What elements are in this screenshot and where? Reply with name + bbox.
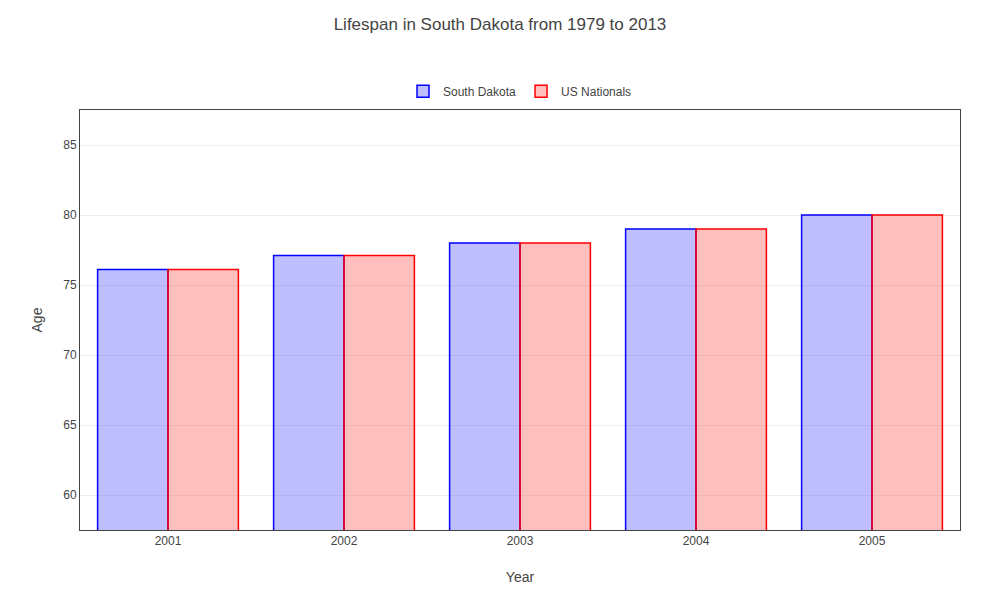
svg-text:2005: 2005	[859, 534, 886, 548]
svg-text:Year: Year	[506, 569, 535, 585]
svg-text:75: 75	[63, 278, 77, 292]
svg-text:2004: 2004	[683, 534, 710, 548]
svg-text:US Nationals: US Nationals	[561, 85, 631, 99]
svg-text:2002: 2002	[331, 534, 358, 548]
svg-text:85: 85	[63, 138, 77, 152]
svg-text:Age: Age	[29, 307, 45, 332]
svg-text:65: 65	[63, 418, 77, 432]
svg-text:60: 60	[63, 488, 77, 502]
svg-text:Lifespan in South Dakota from: Lifespan in South Dakota from 1979 to 20…	[334, 15, 667, 34]
svg-text:80: 80	[63, 208, 77, 222]
svg-text:70: 70	[63, 348, 77, 362]
svg-text:South Dakota: South Dakota	[443, 85, 516, 99]
svg-text:2001: 2001	[155, 534, 182, 548]
svg-text:2003: 2003	[507, 534, 534, 548]
